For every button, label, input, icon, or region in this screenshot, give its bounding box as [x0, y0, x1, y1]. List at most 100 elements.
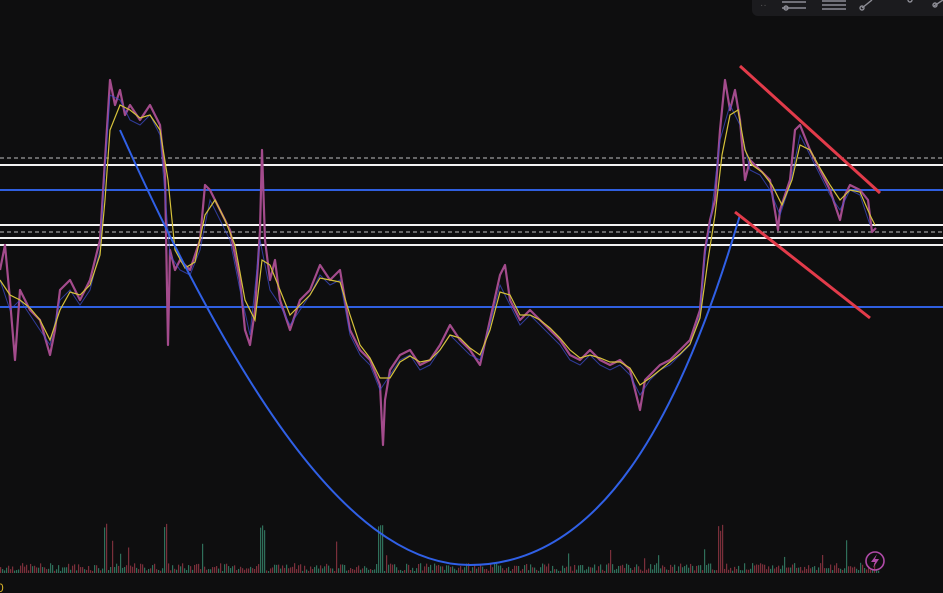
volume-bar [138, 569, 140, 573]
volume-bar [696, 565, 698, 573]
volume-bar [344, 565, 346, 573]
volume-bar [570, 566, 572, 573]
tool-fib[interactable] [822, 0, 846, 10]
volume-bar [808, 565, 810, 573]
price-candles-blue [0, 94, 871, 396]
volume-bar [646, 569, 648, 573]
volume-bar [396, 567, 398, 573]
volume-bar [304, 565, 306, 573]
volume-bar [32, 566, 34, 573]
volume-bar [20, 565, 22, 573]
volume-bar [150, 568, 152, 573]
volume-bar [492, 567, 494, 573]
volume-bar [140, 563, 142, 573]
volume-bar [630, 568, 632, 573]
volume-bar [476, 568, 478, 573]
volume-bar [6, 567, 8, 573]
volume-bar [56, 569, 58, 573]
volume-bar [222, 570, 224, 573]
volume-bar [162, 568, 164, 573]
volume-bar [796, 567, 798, 573]
volume-bar [382, 525, 384, 573]
volume-bar [536, 569, 538, 573]
tool-trendline[interactable] [859, 0, 873, 11]
volume-bar [148, 568, 150, 573]
volume-bar [706, 565, 708, 573]
volume-bar [748, 569, 750, 573]
tool-dot[interactable] [907, 0, 913, 3]
volume-bar [186, 570, 188, 573]
volume-bar [232, 566, 234, 573]
volume-bar [200, 569, 202, 573]
volume-bar [756, 564, 758, 573]
volume-bar [700, 565, 702, 573]
volume-bar [806, 568, 808, 573]
volume-bar [828, 568, 830, 573]
volume-bar [224, 564, 226, 573]
volume-bar [380, 525, 382, 573]
volume-bar [212, 567, 214, 573]
volume-bar [752, 563, 754, 573]
volume-bar [816, 569, 818, 573]
volume-bar [192, 569, 194, 573]
volume-bar [440, 566, 442, 573]
volume-bar [458, 567, 460, 573]
volume-bar [610, 549, 612, 573]
volume-bar [436, 565, 438, 573]
volume-bar [834, 565, 836, 573]
tool-ray[interactable] [932, 0, 943, 8]
volume-bar [274, 564, 276, 573]
volume-bar [294, 563, 296, 573]
volume-bar [164, 527, 166, 573]
volume-bar [80, 567, 82, 573]
volume-bar [136, 567, 138, 573]
moving-average [0, 104, 876, 386]
volume-bar [824, 568, 826, 573]
volume-bar [830, 564, 832, 573]
flag-upper [738, 64, 882, 195]
volume-bar [470, 570, 472, 573]
volume-bar [284, 567, 286, 573]
volume-bar [472, 567, 474, 573]
volume-bar [242, 568, 244, 573]
volume-bar [90, 570, 92, 573]
volume-bar [560, 570, 562, 573]
volume-bar [468, 563, 470, 573]
volume-bar [10, 569, 12, 573]
volume-bar [596, 570, 598, 573]
volume-bar [772, 565, 774, 573]
volume-bar [714, 570, 716, 573]
volume-bar [432, 570, 434, 573]
volume-bar [708, 563, 710, 573]
volume-bar [276, 564, 278, 573]
volume-bar [676, 570, 678, 573]
volume-bar [842, 569, 844, 573]
volume-bar [152, 565, 154, 573]
volume-bar [654, 564, 656, 573]
volume-bar [184, 568, 186, 573]
volume-bar [314, 567, 316, 573]
volume-bar [770, 568, 772, 573]
volume-bar [508, 566, 510, 573]
lightning-button[interactable] [865, 551, 885, 571]
volume-bar [52, 565, 54, 573]
volume-bar [210, 569, 212, 573]
volume-bar [74, 564, 76, 573]
volume-bar [14, 570, 16, 573]
volume-bar [190, 566, 192, 573]
volume-bar [106, 523, 108, 573]
volume-bar [694, 570, 696, 573]
volume-bar [168, 563, 170, 573]
volume-bar [804, 566, 806, 573]
volume-bar [298, 565, 300, 573]
volume-bar [332, 568, 334, 573]
volume-bar [18, 569, 20, 573]
tool-horizontal-lines[interactable] [782, 1, 806, 11]
volume-bar [524, 565, 526, 573]
volume-bar [416, 568, 418, 573]
volume-bar [102, 568, 104, 573]
volume-bar [2, 569, 4, 573]
volume-bar [664, 566, 666, 573]
volume-bar [860, 562, 862, 573]
